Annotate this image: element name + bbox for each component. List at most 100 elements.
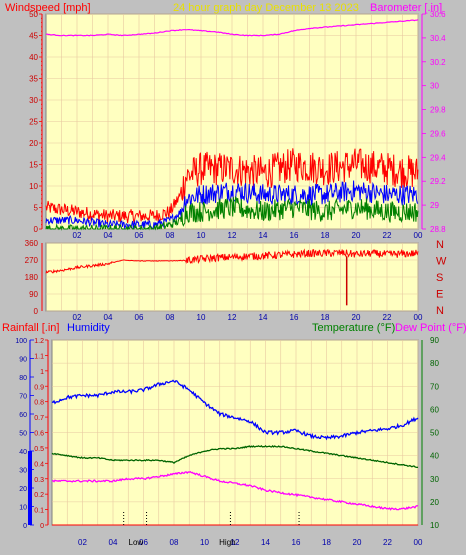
direction-compass-W-1: W	[436, 256, 447, 268]
humidity-x-tick-10: 10	[200, 538, 209, 547]
rain-y-tick-0: 0	[40, 523, 44, 530]
humidity-x-tick-12: 12	[231, 538, 240, 547]
direction-x-tick-12: 12	[228, 313, 237, 322]
wind-x-tick-18: 18	[321, 231, 330, 240]
humidity-x-tick-22: 22	[383, 538, 392, 547]
wind-y-tick-35: 35	[29, 75, 38, 84]
temp-y-tick-50: 50	[430, 429, 439, 438]
date-label: 24 hour graph day December 13 2023	[173, 2, 359, 14]
rain-y-tick-0.2: 0.2	[34, 492, 44, 499]
wind-x-tick-02: 02	[73, 231, 82, 240]
rain-y-tick-0.3: 0.3	[34, 477, 44, 484]
direction-y-tick-0: 0	[34, 307, 39, 316]
wind-y-tick-40: 40	[29, 53, 38, 62]
direction-x-tick-00: 00	[414, 313, 423, 322]
wind-gust-series	[45, 148, 419, 224]
wind-y-tick-50: 50	[29, 10, 38, 19]
wind-y-tick-5: 5	[34, 204, 39, 213]
direction-x-tick-20: 20	[352, 313, 361, 322]
wind-x-tick-12: 12	[228, 231, 237, 240]
temp-y-tick-70: 70	[430, 382, 439, 391]
wind-y-tick-0: 0	[34, 225, 39, 234]
humidity-x-tick-14: 14	[261, 538, 270, 547]
humidity-series	[51, 379, 419, 441]
humidity-y-tick-0: 0	[23, 523, 27, 530]
humidity-x-tick-16: 16	[292, 538, 301, 547]
baro-y-tick-29.2: 29.2	[430, 177, 446, 186]
wind-low-series	[45, 196, 419, 231]
temp-y-tick-60: 60	[430, 405, 439, 414]
rain-y-tick-0.9: 0.9	[34, 384, 44, 391]
temp-y-tick-30: 30	[430, 475, 439, 484]
humidity-x-tick-08: 08	[170, 538, 179, 547]
direction-compass-E-3: E	[436, 289, 443, 301]
wind-x-tick-06: 06	[135, 231, 144, 240]
temp-y-tick-20: 20	[430, 498, 439, 507]
direction-x-tick-18: 18	[321, 313, 330, 322]
wind-x-tick-20: 20	[352, 231, 361, 240]
humidity-y-tick-60: 60	[19, 412, 27, 419]
direction-x-tick-14: 14	[259, 313, 268, 322]
wind-y-tick-30: 30	[29, 96, 38, 105]
humidity-y-tick-40: 40	[19, 449, 27, 456]
rain-y-tick-0.6: 0.6	[34, 431, 44, 438]
humidity-x-tick-20: 20	[353, 538, 362, 547]
wind-y-tick-45: 45	[29, 32, 38, 41]
humidity-y-tick-100: 100	[15, 338, 27, 345]
wind-y-tick-20: 20	[29, 139, 38, 148]
baro-y-tick-29.8: 29.8	[430, 106, 446, 115]
humidity-y-tick-90: 90	[19, 357, 27, 364]
direction-y-tick-90: 90	[29, 290, 38, 299]
direction-compass-N-0: N	[436, 239, 444, 251]
humidity-y-tick-20: 20	[19, 486, 27, 493]
rain-y-tick-1.2: 1.2	[34, 338, 44, 345]
direction-x-tick-02: 02	[73, 313, 82, 322]
humidity-y-tick-50: 50	[19, 431, 27, 438]
humidity-x-tick-06: 06	[139, 538, 148, 547]
humidity-label: Humidity	[67, 322, 110, 334]
barometer-label: Barometer [.in]	[370, 2, 442, 14]
barometer-series	[45, 19, 419, 37]
wind-y-tick-10: 10	[29, 182, 38, 191]
direction-x-tick-22: 22	[383, 313, 392, 322]
wind-x-tick-04: 04	[104, 231, 113, 240]
wind-x-tick-08: 08	[166, 231, 175, 240]
baro-y-tick-29.6: 29.6	[430, 129, 446, 138]
temp-y-tick-80: 80	[430, 359, 439, 368]
high-marker-label: High	[219, 538, 235, 547]
temperature-label: Temperature (°F)	[312, 322, 395, 334]
baro-y-tick-30.2: 30.2	[430, 58, 446, 67]
baro-y-tick-30: 30	[430, 82, 439, 91]
humidity-y-tick-70: 70	[19, 394, 27, 401]
wind-y-tick-15: 15	[29, 161, 38, 170]
temp-y-tick-10: 10	[430, 521, 439, 530]
rain-y-tick-0.8: 0.8	[34, 400, 44, 407]
baro-y-tick-28.8: 28.8	[430, 225, 446, 234]
dewpoint-series	[51, 470, 419, 511]
wind-x-tick-14: 14	[259, 231, 268, 240]
wind-x-tick-10: 10	[197, 231, 206, 240]
rain-y-tick-0.1: 0.1	[34, 508, 44, 515]
wind-average-series	[45, 180, 419, 229]
humidity-x-tick-02: 02	[78, 538, 87, 547]
wind-x-tick-16: 16	[290, 231, 299, 240]
direction-y-tick-270: 270	[25, 256, 39, 265]
direction-y-tick-180: 180	[25, 273, 39, 282]
rain-y-tick-0.7: 0.7	[34, 415, 44, 422]
humidity-x-tick-00: 00	[414, 538, 423, 547]
rain-y-tick-1: 1	[40, 369, 44, 376]
wind-x-tick-22: 22	[383, 231, 392, 240]
direction-x-tick-04: 04	[104, 313, 113, 322]
rainfall-label: Rainfall [.in]	[2, 322, 59, 334]
direction-x-tick-08: 08	[166, 313, 175, 322]
humidity-y-tick-10: 10	[19, 505, 27, 512]
wind-x-tick-00: 00	[414, 231, 423, 240]
temperature-series	[51, 444, 419, 469]
humidity-level-bar	[28, 451, 32, 525]
baro-y-tick-29.4: 29.4	[430, 153, 446, 162]
direction-compass-S-2: S	[436, 272, 443, 284]
wind-direction-series	[45, 248, 419, 274]
direction-x-tick-16: 16	[290, 313, 299, 322]
wind-y-tick-25: 25	[29, 118, 38, 127]
